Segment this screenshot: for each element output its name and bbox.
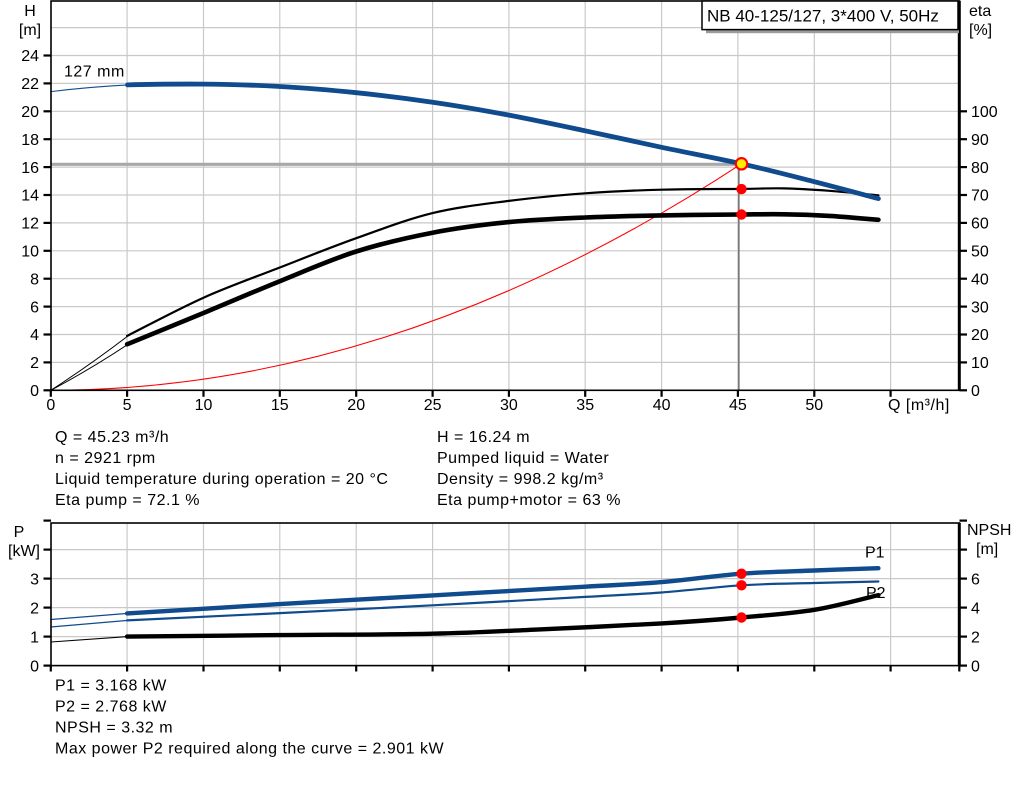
svg-text:90: 90 (971, 132, 989, 149)
svg-text:10: 10 (195, 397, 213, 414)
svg-text:30: 30 (971, 299, 989, 316)
svg-text:24: 24 (21, 48, 39, 65)
svg-text:0: 0 (46, 397, 55, 414)
svg-text:60: 60 (971, 216, 989, 233)
svg-text:70: 70 (971, 188, 989, 205)
svg-text:Liquid temperature during oper: Liquid temperature during operation = 20… (55, 471, 388, 488)
svg-text:45: 45 (729, 397, 747, 414)
svg-text:Eta pump = 72.1 %: Eta pump = 72.1 % (55, 492, 200, 509)
svg-text:P1 = 3.168 kW: P1 = 3.168 kW (55, 678, 167, 695)
svg-text:6: 6 (30, 299, 39, 316)
svg-text:0: 0 (30, 658, 39, 675)
svg-text:Density = 998.2 kg/m³: Density = 998.2 kg/m³ (437, 471, 604, 488)
svg-text:12: 12 (21, 216, 39, 233)
svg-text:40: 40 (971, 271, 989, 288)
svg-text:3: 3 (30, 571, 39, 588)
svg-text:n = 2921 rpm: n = 2921 rpm (55, 450, 156, 467)
svg-text:[kW]: [kW] (8, 543, 40, 560)
svg-text:Q [m³/h]: Q [m³/h] (888, 397, 950, 414)
svg-text:2: 2 (971, 629, 980, 646)
svg-text:4: 4 (971, 600, 980, 617)
svg-text:8: 8 (30, 271, 39, 288)
svg-text:18: 18 (21, 132, 39, 149)
svg-text:H = 16.24 m: H = 16.24 m (437, 429, 530, 446)
svg-text:20: 20 (347, 397, 365, 414)
svg-text:NPSH: NPSH (967, 522, 1011, 539)
svg-text:40: 40 (653, 397, 671, 414)
svg-text:30: 30 (500, 397, 518, 414)
svg-text:0: 0 (971, 383, 980, 400)
svg-text:16: 16 (21, 160, 39, 177)
svg-text:10: 10 (21, 244, 39, 261)
svg-text:25: 25 (424, 397, 442, 414)
svg-text:10: 10 (971, 355, 989, 372)
svg-text:20: 20 (971, 327, 989, 344)
svg-text:14: 14 (21, 188, 39, 205)
svg-text:2: 2 (30, 600, 39, 617)
svg-text:80: 80 (971, 160, 989, 177)
svg-text:NPSH = 3.32 m: NPSH = 3.32 m (55, 720, 173, 737)
svg-text:35: 35 (576, 397, 594, 414)
svg-text:P2 = 2.768 kW: P2 = 2.768 kW (55, 699, 167, 716)
svg-text:[m]: [m] (976, 541, 998, 558)
svg-text:22: 22 (21, 76, 39, 93)
svg-text:Eta pump+motor = 63 %: Eta pump+motor = 63 % (437, 492, 621, 509)
svg-text:127 mm: 127 mm (64, 64, 125, 81)
svg-text:NB 40-125/127, 3*400 V, 50Hz: NB 40-125/127, 3*400 V, 50Hz (707, 7, 939, 26)
svg-text:1: 1 (30, 629, 39, 646)
svg-text:P1: P1 (865, 545, 885, 562)
svg-text:100: 100 (971, 104, 998, 121)
svg-text:Max power P2 required along th: Max power P2 required along the curve = … (55, 741, 444, 758)
svg-text:P2: P2 (866, 585, 886, 602)
svg-text:6: 6 (971, 571, 980, 588)
svg-text:20: 20 (21, 104, 39, 121)
svg-text:50: 50 (805, 397, 823, 414)
svg-text:H: H (24, 3, 36, 20)
svg-text:15: 15 (271, 397, 289, 414)
svg-text:[m]: [m] (19, 22, 41, 39)
svg-text:Q = 45.23 m³/h: Q = 45.23 m³/h (55, 429, 169, 446)
svg-text:5: 5 (123, 397, 132, 414)
svg-text:[%]: [%] (969, 22, 992, 39)
svg-text:P: P (14, 524, 25, 541)
svg-text:2: 2 (30, 355, 39, 372)
svg-text:0: 0 (30, 383, 39, 400)
svg-text:eta: eta (969, 3, 991, 20)
svg-text:Pumped liquid = Water: Pumped liquid = Water (437, 450, 609, 467)
svg-text:50: 50 (971, 244, 989, 261)
svg-text:0: 0 (971, 658, 980, 675)
svg-text:4: 4 (30, 327, 39, 344)
